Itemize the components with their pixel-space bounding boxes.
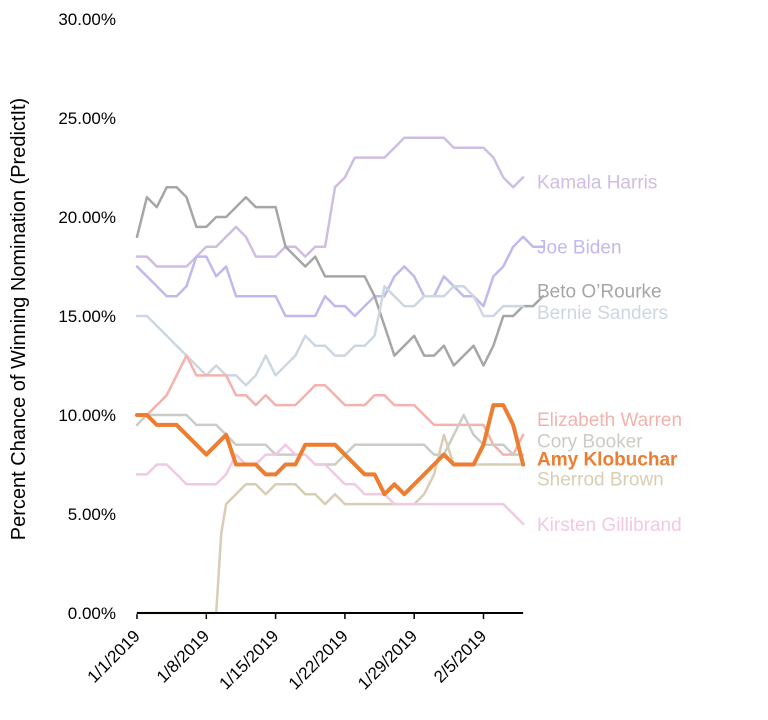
y-tick-label: 15.00%: [58, 307, 116, 326]
series-label-cory-booker: Cory Booker: [537, 432, 643, 453]
series-line-sherrod-brown: [135, 433, 525, 615]
x-tick-label: 1/1/2019: [84, 626, 144, 686]
series-label-bernie-sanders: Bernie Sanders: [537, 303, 668, 324]
y-tick-label: 20.00%: [58, 208, 116, 227]
series-line-amy-klobuchar: [135, 403, 526, 497]
series-line-beto-o-rourke: [135, 186, 545, 367]
x-tick-label: 2/5/2019: [430, 626, 490, 686]
y-tick-label: 0.00%: [68, 604, 116, 623]
y-tick-label: 25.00%: [58, 109, 116, 128]
series-label-elizabeth-warren: Elizabeth Warren: [537, 410, 682, 431]
x-tick-label: 1/22/2019: [285, 626, 352, 693]
x-tick-label: 1/15/2019: [216, 626, 283, 693]
series-label-amy-klobuchar: Amy Klobuchar: [537, 450, 678, 471]
series-line-cory-booker: [135, 413, 525, 466]
series-label-kirsten-gillibrand: Kirsten Gillibrand: [537, 515, 682, 536]
x-axis-ticks: 1/1/2019 1/8/2019 1/15/2019 1/22/2019 1/29/2…: [84, 613, 490, 693]
y-tick-label: 5.00%: [68, 505, 116, 524]
series-label-joe-biden: Joe Biden: [537, 238, 622, 259]
x-tick-label: 1/8/2019: [153, 626, 213, 686]
series-lines: [135, 136, 545, 615]
y-tick-label: 10.00%: [58, 406, 116, 425]
series-end-labels: Kamala Harris Joe Biden Beto O’RourkeBerni…: [537, 172, 682, 536]
series-label-sherrod-brown: Sherrod Brown: [537, 469, 664, 490]
series-label-kamala-harris: Kamala Harris: [537, 172, 657, 193]
series-line-elizabeth-warren: [135, 354, 525, 456]
y-axis-ticks: 0.00% 5.00% 10.00% 15.00% 20.00% 25.00% 30.00%: [58, 10, 116, 623]
x-tick-label: 1/29/2019: [354, 626, 421, 693]
series-label-beto-o-rourke: Beto O’Rourke: [537, 281, 662, 302]
y-tick-label: 30.00%: [58, 10, 116, 29]
series-line-kamala-harris: [135, 136, 525, 268]
series-line-kirsten-gillibrand: [135, 443, 525, 526]
series-line-bernie-sanders: [135, 285, 525, 387]
y-axis-title: Percent Chance of Winning Nomination (Pr…: [8, 98, 30, 540]
